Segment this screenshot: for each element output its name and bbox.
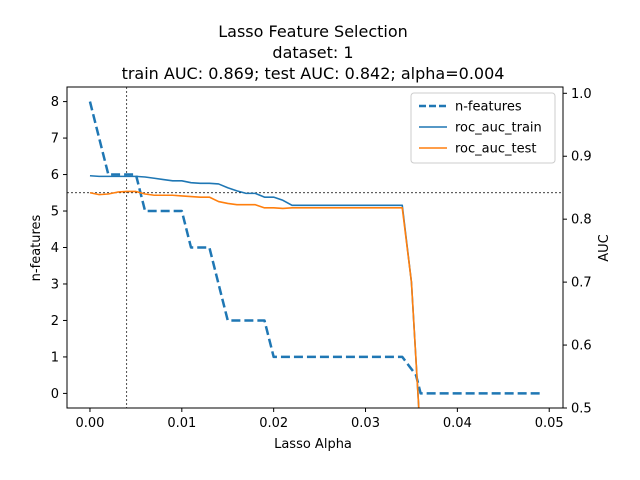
x-tick-label: 0.04: [443, 416, 472, 431]
x-axis-label: Lasso Alpha: [274, 437, 352, 452]
y-right-tick-label: 0.8: [571, 213, 592, 228]
y-left-tick-label: 8: [51, 95, 59, 110]
y-left-tick-label: 2: [51, 314, 59, 329]
x-tick-label: 0.00: [75, 416, 104, 431]
x-tick-label: 0.05: [535, 416, 564, 431]
y-axis-left: 0 1 2 3 4 5 6 7 8: [51, 95, 67, 402]
x-tick-label: 0.02: [259, 416, 288, 431]
chart-title-line-2: dataset: 1: [272, 43, 353, 62]
y-left-tick-label: 4: [51, 241, 59, 256]
y-right-tick-label: 1.0: [571, 87, 592, 102]
y-left-tick-label: 6: [51, 168, 59, 183]
y-left-tick-label: 3: [51, 277, 59, 292]
y-left-tick-label: 5: [51, 205, 59, 220]
series-line-roc_auc_test: [89, 190, 420, 408]
legend-label-roc_auc_train: roc_auc_train: [455, 121, 542, 136]
y-axis-right: 0.5 0.6 0.7 0.8 0.9 1.0: [563, 87, 592, 417]
legend-box: [410, 92, 556, 164]
y-left-tick-label: 1: [51, 350, 59, 365]
x-tick-label: 0.01: [167, 416, 196, 431]
reference-lines: [67, 87, 563, 408]
y-axis-left-label: n-features: [29, 214, 44, 281]
plot-lines: [88, 101, 541, 408]
x-tick-label: 0.03: [351, 416, 380, 431]
y-right-tick-label: 0.5: [571, 402, 592, 417]
legend-label-n-features: n-features: [455, 100, 522, 115]
x-axis: 0.00 0.01 0.02 0.03 0.04 0.05: [75, 408, 564, 431]
chart-title-line-3: train AUC: 0.869; test AUC: 0.842; alpha…: [122, 64, 505, 83]
series-line-roc_auc_train: [89, 174, 420, 408]
series-line-n-features: [88, 101, 541, 395]
y-right-tick-label: 0.6: [571, 339, 592, 354]
chart-title-line-1: Lasso Feature Selection: [218, 22, 408, 41]
legend: n-features roc_auc_train roc_auc_test: [410, 92, 556, 164]
legend-label-roc_auc_test: roc_auc_test: [455, 142, 536, 157]
y-axis-right-label: AUC: [597, 234, 612, 262]
y-right-tick-label: 0.9: [571, 150, 592, 165]
y-left-tick-label: 0: [51, 387, 59, 402]
y-right-tick-label: 0.7: [571, 276, 592, 291]
y-left-tick-label: 7: [51, 132, 59, 147]
